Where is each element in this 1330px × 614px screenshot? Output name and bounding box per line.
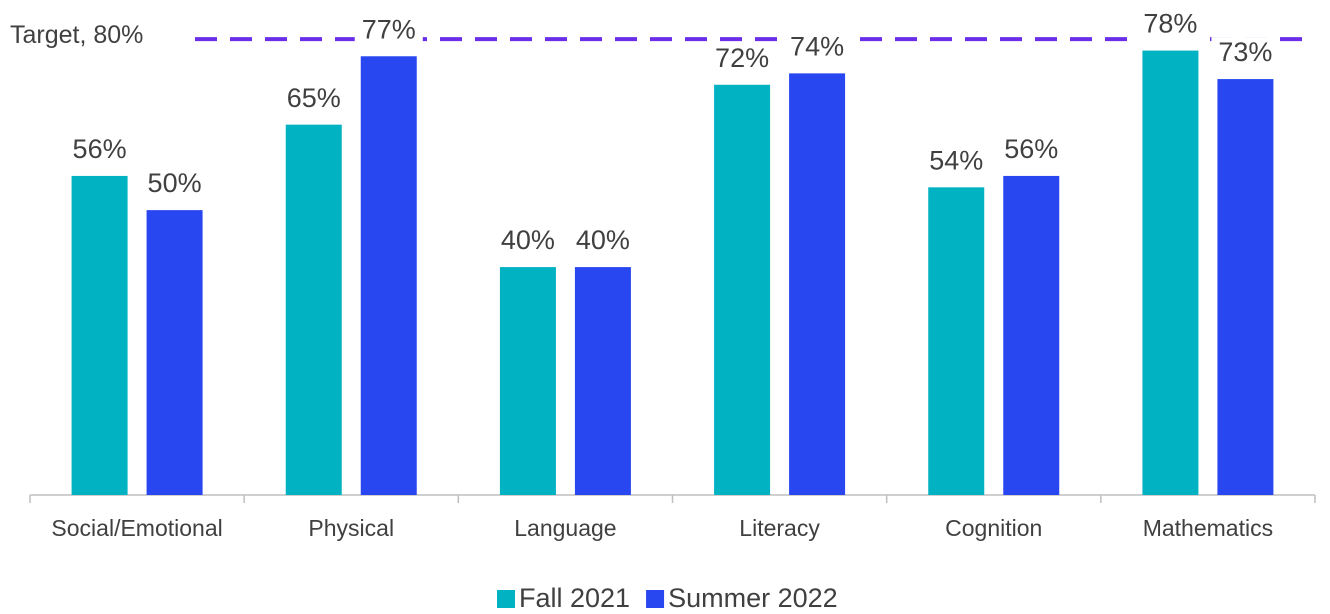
bar <box>1142 50 1199 496</box>
value-label-bg <box>65 133 134 168</box>
bar <box>71 175 128 495</box>
value-label-bg <box>783 31 852 66</box>
value-label: 73% <box>1218 37 1272 67</box>
legend-swatch <box>497 590 515 608</box>
value-label-bg <box>922 145 991 180</box>
target-label: Target, 80% <box>10 21 143 49</box>
value-label: 56% <box>1004 134 1058 164</box>
bar <box>146 210 203 495</box>
bar <box>1217 79 1274 496</box>
value-label: 40% <box>576 225 630 255</box>
x-tick-label: Mathematics <box>1143 515 1273 541</box>
legend-label: Fall 2021 <box>519 583 630 613</box>
bar <box>499 267 556 495</box>
value-label-bg <box>997 133 1066 168</box>
x-tick-label: Language <box>514 515 616 541</box>
value-label-bg <box>568 225 637 260</box>
x-tick-label: Social/Emotional <box>51 515 222 541</box>
value-label-bg <box>708 42 777 77</box>
bar <box>789 73 846 495</box>
value-label-bg <box>1211 37 1280 72</box>
bar <box>714 84 771 495</box>
value-label: 72% <box>715 43 769 73</box>
value-label: 56% <box>73 134 127 164</box>
value-label-bg <box>1136 8 1205 43</box>
value-label: 54% <box>929 145 983 175</box>
value-label: 50% <box>148 168 202 198</box>
legend-swatch <box>646 590 665 608</box>
legend-label: Summer 2022 <box>668 583 838 613</box>
value-label-bg <box>279 82 348 117</box>
bar <box>360 56 417 496</box>
value-label-bg <box>140 168 209 203</box>
bar <box>285 124 342 496</box>
value-label: 65% <box>287 83 341 113</box>
value-label: 74% <box>790 31 844 61</box>
value-label: 40% <box>501 225 555 255</box>
bar <box>1003 175 1060 495</box>
bar <box>574 267 631 495</box>
x-tick-label: Cognition <box>945 515 1042 541</box>
value-label: 77% <box>362 14 416 44</box>
x-tick-label: Physical <box>308 515 394 541</box>
bar <box>928 187 985 496</box>
value-label: 78% <box>1143 9 1197 39</box>
x-tick-label: Literacy <box>739 515 820 541</box>
value-label-bg <box>354 14 423 49</box>
value-label-bg <box>493 225 562 260</box>
